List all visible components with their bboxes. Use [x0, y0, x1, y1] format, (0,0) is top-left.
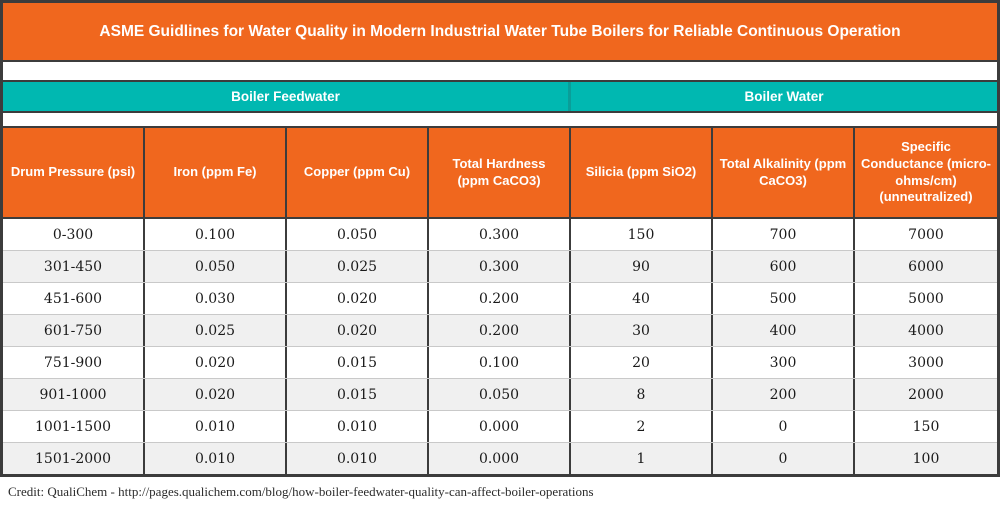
- table-cell: 40: [571, 283, 713, 314]
- table-cell: 0.200: [429, 315, 571, 346]
- table-body: 0-300 0.100 0.050 0.300 150 700 7000 301-450 0.0…: [3, 219, 997, 474]
- table-cell: 0.000: [429, 443, 571, 474]
- table-cell: 3000: [908, 354, 944, 371]
- column-header-total-hardness: Total Hardness (ppm CaCO3): [429, 128, 571, 217]
- boiler-water-quality-table: ASME Guidlines for Water Quality in Mode…: [0, 0, 1000, 477]
- credit-line: Credit: QualiChem - http://pages.qualich…: [0, 478, 1000, 505]
- table-row: 901-1000 0.020 0.015 0.050 8 200 2000: [3, 378, 997, 410]
- table-cell: 1501-2000: [3, 443, 145, 474]
- table-cell: 30: [571, 315, 713, 346]
- table-row: 0-300 0.100 0.050 0.300 150 700 7000: [3, 219, 997, 250]
- table-cell: 2000: [908, 386, 944, 403]
- table-row: 301-450 0.050 0.025 0.300 90 600 6000: [3, 250, 997, 282]
- table-cell: 0.015: [287, 347, 429, 378]
- table-cell: 0: [713, 411, 855, 442]
- table-cell: 5000: [908, 290, 944, 307]
- table-cell: 0.050: [429, 379, 571, 410]
- table-cell: 451-600: [3, 283, 145, 314]
- table-cell: 0.030: [145, 283, 287, 314]
- column-header-copper: Copper (ppm Cu): [287, 128, 429, 217]
- table-cell: 500: [713, 283, 855, 314]
- table-cell: 300: [713, 347, 855, 378]
- table-cell: 0.025: [145, 315, 287, 346]
- table-cell: 90: [571, 251, 713, 282]
- column-header-silicia: Silicia (ppm SiO2): [571, 128, 713, 217]
- table-cell: 20: [571, 347, 713, 378]
- group-header-boiler-feedwater: Boiler Feedwater: [3, 82, 571, 111]
- table-cell: 0.300: [429, 251, 571, 282]
- table-cell: 8: [571, 379, 713, 410]
- group-header-row: Boiler Feedwater Boiler Water: [3, 82, 997, 113]
- table-row: 451-600 0.030 0.020 0.200 40 500 5000: [3, 282, 997, 314]
- table-cell: 150: [571, 219, 713, 250]
- table-cell: 7000: [908, 226, 944, 243]
- column-header-specific-conductance: Specific Conductance (micro-ohms/cm) (un…: [861, 138, 992, 205]
- table-cell: 0.020: [145, 379, 287, 410]
- table-cell: 0.050: [145, 251, 287, 282]
- table-cell: 1: [571, 443, 713, 474]
- table-cell: 0.010: [145, 443, 287, 474]
- table-cell: 0.100: [145, 219, 287, 250]
- table-cell: 0: [713, 443, 855, 474]
- table-row: 601-750 0.025 0.020 0.200 30 400 4000: [3, 314, 997, 346]
- table-cell: 6000: [908, 258, 944, 275]
- column-header-row: Drum Pressure (psi) Iron (ppm Fe) Copper…: [3, 128, 997, 219]
- table-row: 751-900 0.020 0.015 0.100 20 300 3000: [3, 346, 997, 378]
- table-cell: 0.010: [287, 411, 429, 442]
- table-cell: 0.025: [287, 251, 429, 282]
- table-cell: 301-450: [3, 251, 145, 282]
- table-cell: 700: [713, 219, 855, 250]
- table-cell: 100: [912, 450, 940, 467]
- table-cell: 0.000: [429, 411, 571, 442]
- table-cell: 600: [713, 251, 855, 282]
- column-header-drum-pressure: Drum Pressure (psi): [3, 128, 145, 217]
- column-header-total-alkalinity: Total Alkalinity (ppm CaCO3): [713, 128, 855, 217]
- table-cell: 0.300: [429, 219, 571, 250]
- table-title: ASME Guidlines for Water Quality in Mode…: [3, 3, 997, 62]
- table-cell: 200: [713, 379, 855, 410]
- table-cell: 0.020: [287, 283, 429, 314]
- table-cell: 0.200: [429, 283, 571, 314]
- table-cell: 901-1000: [3, 379, 145, 410]
- table-row: 1501-2000 0.010 0.010 0.000 1 0 100: [3, 442, 997, 474]
- table-cell: 150: [912, 418, 940, 435]
- table-cell: 0.100: [429, 347, 571, 378]
- table-cell: 0.010: [287, 443, 429, 474]
- spacer-row-top: [3, 62, 997, 82]
- group-header-boiler-water: Boiler Water: [744, 89, 824, 104]
- table-cell: 4000: [908, 322, 944, 339]
- table-cell: 601-750: [3, 315, 145, 346]
- table-cell: 0-300: [3, 219, 145, 250]
- spacer-row-bottom: [3, 113, 997, 128]
- table-row: 1001-1500 0.010 0.010 0.000 2 0 150: [3, 410, 997, 442]
- table-cell: 751-900: [3, 347, 145, 378]
- column-header-iron: Iron (ppm Fe): [145, 128, 287, 217]
- table-cell: 1001-1500: [3, 411, 145, 442]
- table-cell: 0.020: [145, 347, 287, 378]
- table-cell: 0.010: [145, 411, 287, 442]
- table-cell: 2: [571, 411, 713, 442]
- table-cell: 0.050: [287, 219, 429, 250]
- table-cell: 0.020: [287, 315, 429, 346]
- table-cell: 400: [713, 315, 855, 346]
- table-cell: 0.015: [287, 379, 429, 410]
